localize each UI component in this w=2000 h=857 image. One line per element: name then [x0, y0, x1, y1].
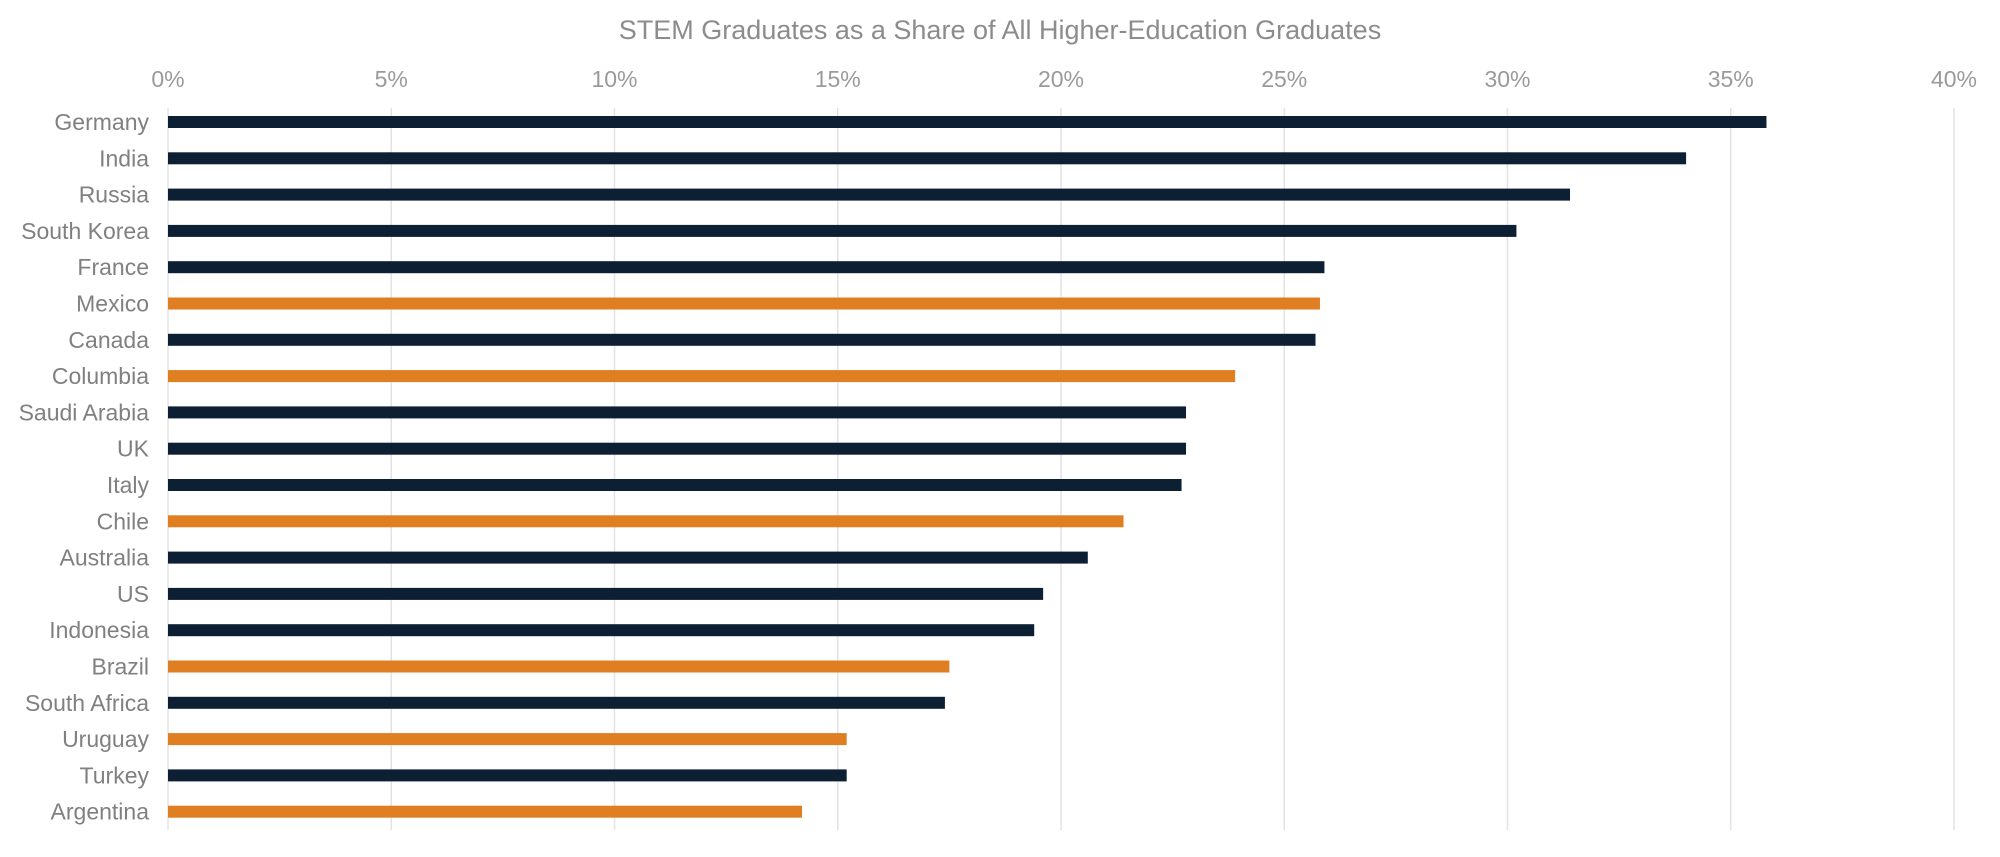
bar: [168, 805, 803, 818]
bar: [168, 406, 1187, 419]
category-label: Uruguay: [62, 726, 149, 752]
category-label: US: [117, 581, 149, 607]
bar: [168, 733, 847, 746]
category-label: Argentina: [51, 799, 150, 825]
bar: [168, 551, 1088, 564]
bar: [168, 297, 1320, 310]
chart-title: STEM Graduates as a Share of All Higher-…: [619, 15, 1381, 45]
category-label: India: [99, 145, 149, 171]
bar: [168, 370, 1236, 383]
x-tick-label: 25%: [1261, 66, 1307, 92]
category-label: Saudi Arabia: [19, 399, 150, 425]
bar: [168, 116, 1767, 128]
category-label: Australia: [60, 545, 150, 571]
category-label: Indonesia: [49, 617, 149, 643]
category-label: Germany: [54, 109, 149, 135]
bar: [168, 660, 950, 673]
category-label: Turkey: [80, 762, 150, 788]
bar: [168, 188, 1571, 201]
x-tick-label: 30%: [1484, 66, 1530, 92]
x-tick-label: 40%: [1931, 66, 1977, 92]
category-label: South Korea: [21, 218, 149, 244]
bar: [168, 769, 847, 782]
x-tick-label: 10%: [591, 66, 637, 92]
bar: [168, 333, 1316, 346]
bar: [168, 224, 1517, 237]
category-label: Canada: [68, 327, 149, 353]
x-tick-label: 15%: [815, 66, 861, 92]
bar: [168, 696, 945, 709]
bar: [168, 261, 1325, 274]
category-label: Chile: [97, 508, 149, 534]
category-label: Russia: [79, 182, 150, 208]
bar: [168, 479, 1182, 491]
x-axis-ticks: 0% 5% 10% 15% 20% 25% 30% 35% 40%: [151, 66, 1977, 92]
bar: [168, 587, 1044, 600]
bar: [168, 442, 1187, 455]
bar: [168, 624, 1035, 637]
x-tick-label: 5%: [375, 66, 408, 92]
bar: [168, 515, 1124, 528]
bar: [168, 152, 1687, 165]
category-label: South Africa: [25, 690, 149, 716]
bars: [168, 116, 1767, 818]
category-label: Mexico: [76, 291, 149, 317]
category-labels: Germany India Russia South Korea France Mexic…: [19, 109, 150, 825]
category-label: Columbia: [52, 363, 149, 389]
x-tick-label: 0%: [151, 66, 184, 92]
gridlines: [167, 108, 1955, 830]
category-label: Italy: [107, 472, 150, 498]
x-tick-label: 35%: [1708, 66, 1754, 92]
category-label: France: [77, 254, 149, 280]
x-tick-label: 20%: [1038, 66, 1084, 92]
category-label: Brazil: [91, 654, 149, 680]
category-label: UK: [117, 436, 150, 462]
